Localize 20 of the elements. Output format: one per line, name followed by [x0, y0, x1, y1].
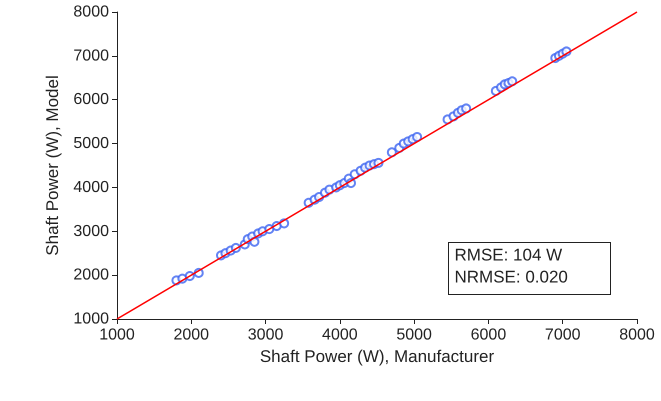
y-tick-label: 2000 [73, 266, 110, 284]
x-tick-label: 1000 [99, 326, 135, 344]
y-tick-label: 7000 [73, 47, 110, 64]
y-tick-label: 6000 [73, 91, 110, 108]
annotation: RMSE: 104 W [454, 246, 562, 264]
y-tick-label: 5000 [73, 135, 110, 152]
y-tick-label: 8000 [73, 4, 110, 20]
annotation: NRMSE: 0.020 [454, 268, 568, 286]
x-tick-label: 7000 [544, 326, 581, 344]
y-axis-title: Shaft Power (W), Model [43, 75, 62, 256]
x-tick-label: 2000 [173, 326, 210, 344]
x-tick-label: 3000 [248, 326, 284, 344]
x-tick-label: 8000 [619, 326, 655, 344]
y-tick-label: 4000 [73, 178, 110, 196]
x-axis-title: Shaft Power (W), Manufacturer [260, 346, 494, 366]
y-tick-label: 3000 [73, 222, 110, 240]
x-tick-label: 5000 [396, 326, 432, 344]
x-tick-label: 6000 [470, 326, 506, 344]
y-tick-label: 1000 [73, 310, 110, 328]
x-tick-label: 4000 [322, 326, 358, 344]
